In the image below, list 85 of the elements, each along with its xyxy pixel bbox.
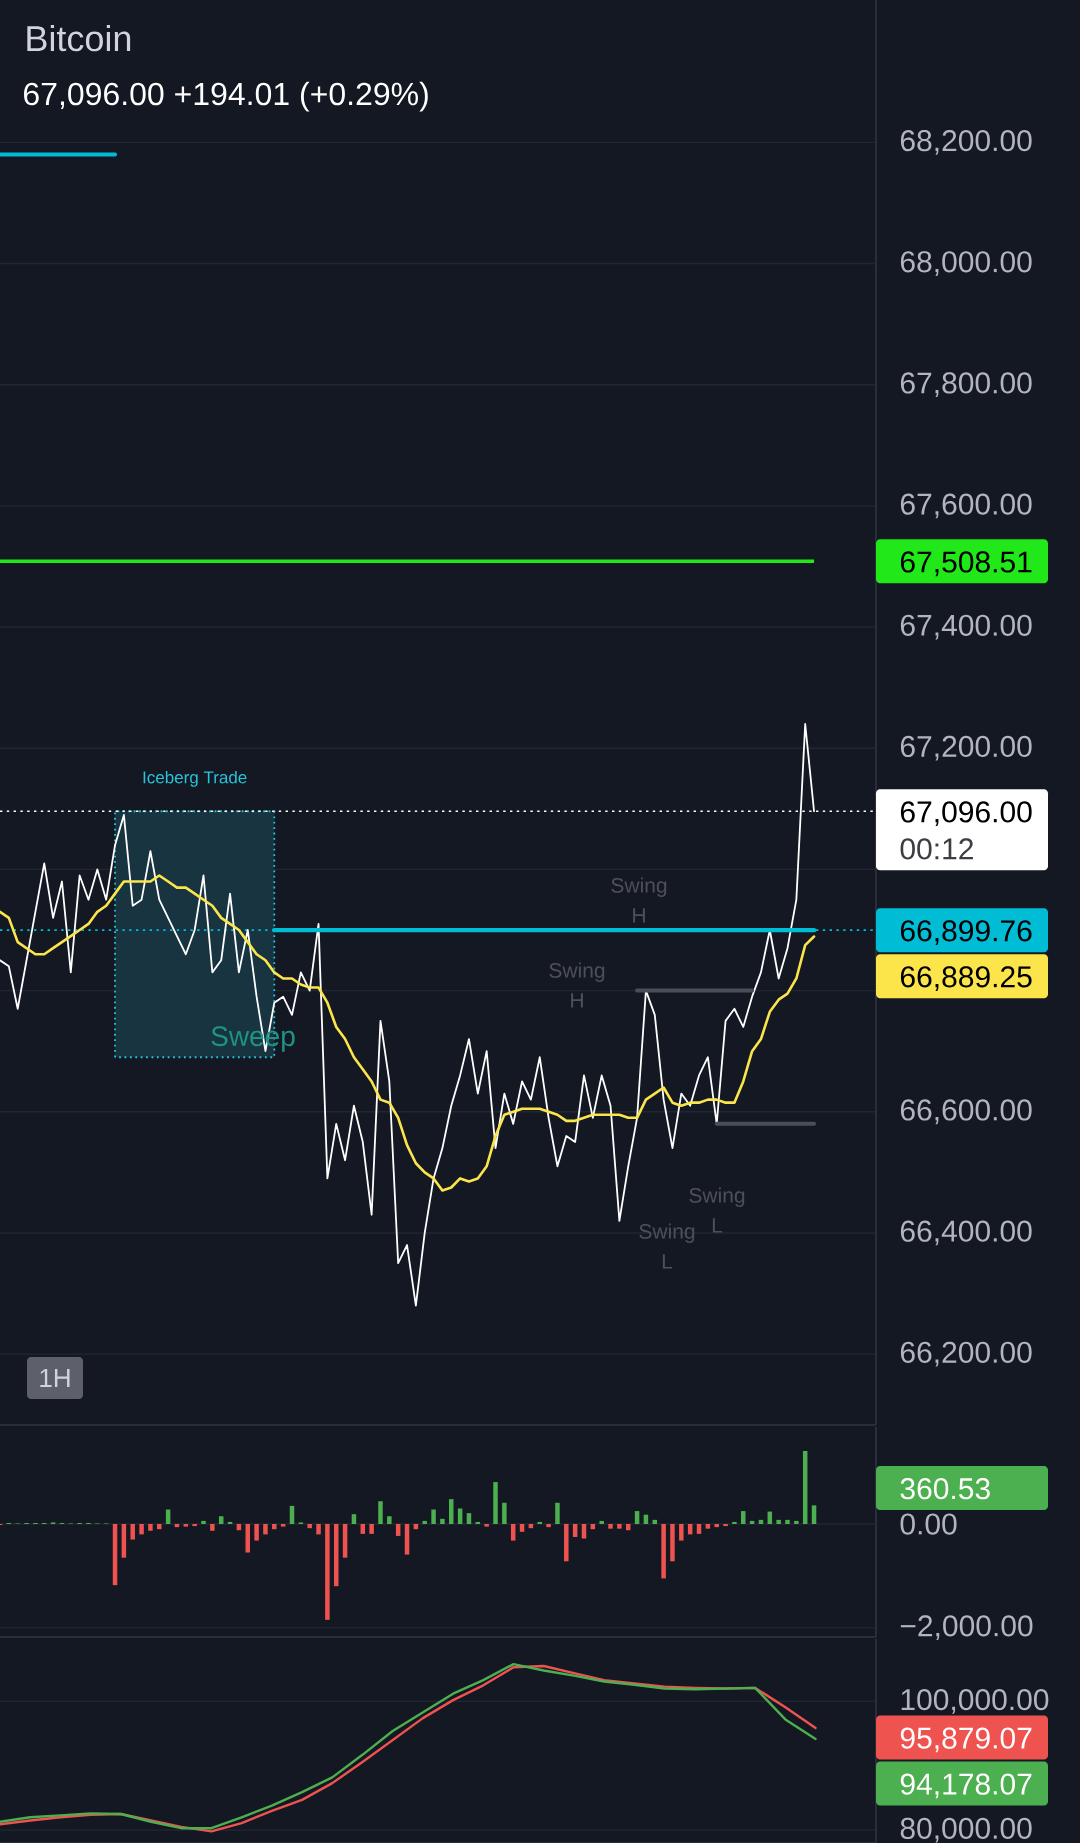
y-tick-label: 66,200.00	[900, 1341, 1032, 1367]
bar	[572, 1524, 578, 1537]
bar	[369, 1524, 374, 1534]
bar	[466, 1513, 472, 1525]
bar	[280, 1524, 286, 1527]
bar	[794, 1520, 799, 1525]
bar	[378, 1501, 383, 1525]
bar	[679, 1524, 684, 1541]
bar	[510, 1524, 516, 1541]
bar	[316, 1524, 321, 1535]
bar	[732, 1521, 737, 1525]
bar	[714, 1524, 719, 1528]
bar	[157, 1524, 162, 1530]
bar	[723, 1524, 728, 1527]
bar	[519, 1524, 525, 1532]
bar	[431, 1509, 436, 1525]
bar	[387, 1516, 392, 1525]
bar	[351, 1514, 357, 1525]
bar	[696, 1524, 702, 1534]
bar	[546, 1524, 551, 1528]
text: 94,178.07	[900, 1773, 1032, 1799]
bar	[360, 1524, 366, 1534]
y-tick-label: 80,000.00	[900, 1817, 1032, 1843]
y-tick-label: 66,600.00	[900, 1099, 1032, 1125]
bar	[148, 1524, 153, 1531]
y-tick-label: 67,400.00	[900, 614, 1032, 640]
y-tick-label: 67,200.00	[900, 735, 1032, 761]
text: 67,096.00 +194.01 (+0.29%)	[24, 81, 428, 112]
bar	[617, 1524, 622, 1529]
ref-line-label: 67,096.00	[900, 801, 1032, 827]
text: 360.53	[900, 1478, 990, 1500]
y-tick-label: 67,600.00	[900, 493, 1032, 519]
bar	[325, 1524, 330, 1620]
y-tick-label: 0.00	[900, 1513, 957, 1535]
bar	[263, 1524, 268, 1535]
bar	[502, 1502, 507, 1525]
bar	[599, 1520, 604, 1525]
bar	[210, 1524, 215, 1531]
bar	[634, 1511, 640, 1525]
bar	[537, 1521, 542, 1525]
bar	[272, 1524, 277, 1530]
bar	[661, 1524, 666, 1579]
annotation: Swing L	[639, 1223, 695, 1269]
y-tick-label: 100,000.00	[901, 1689, 1049, 1714]
ref-line-label: 66,899.76	[900, 920, 1032, 945]
text: 95,879.07	[900, 1727, 1032, 1753]
y-tick-label: 68,000.00	[900, 251, 1032, 276]
y-tick-label: 66,400.00	[900, 1220, 1032, 1246]
bar	[440, 1518, 445, 1525]
bar	[493, 1482, 498, 1525]
bar	[555, 1502, 560, 1525]
annotation: Swing H	[611, 877, 667, 923]
bar	[670, 1524, 675, 1562]
bar	[608, 1524, 613, 1529]
bar	[218, 1516, 224, 1525]
bar	[307, 1524, 312, 1529]
bar	[776, 1519, 781, 1525]
bar	[245, 1524, 250, 1553]
bar	[130, 1524, 135, 1540]
y-tick-label: 67,800.00	[900, 372, 1032, 398]
bar	[139, 1524, 144, 1535]
annotation: 1H	[40, 1369, 70, 1387]
bar	[705, 1524, 711, 1529]
bar	[192, 1524, 197, 1527]
bar	[741, 1511, 746, 1525]
bar	[449, 1499, 454, 1525]
bar	[422, 1520, 427, 1525]
y-tick-label: 68,200.00	[900, 129, 1032, 155]
bar	[484, 1524, 489, 1527]
bar	[564, 1524, 569, 1562]
band-label: Iceberg Trade	[143, 770, 247, 787]
bar	[457, 1508, 463, 1525]
bar	[811, 1505, 817, 1525]
bar	[201, 1520, 206, 1525]
text: 00:12	[900, 838, 973, 860]
bar	[404, 1524, 410, 1555]
annotation: Swing H	[549, 962, 605, 1008]
bar	[183, 1524, 189, 1527]
ref-line-label: 67,508.51	[900, 551, 1032, 577]
bar	[785, 1519, 790, 1525]
text: Bitcoin	[27, 24, 131, 52]
text: 66,889.25	[900, 966, 1032, 991]
bar	[581, 1524, 587, 1539]
y-tick-label: −2,000.00	[900, 1615, 1033, 1640]
bar	[254, 1524, 259, 1541]
